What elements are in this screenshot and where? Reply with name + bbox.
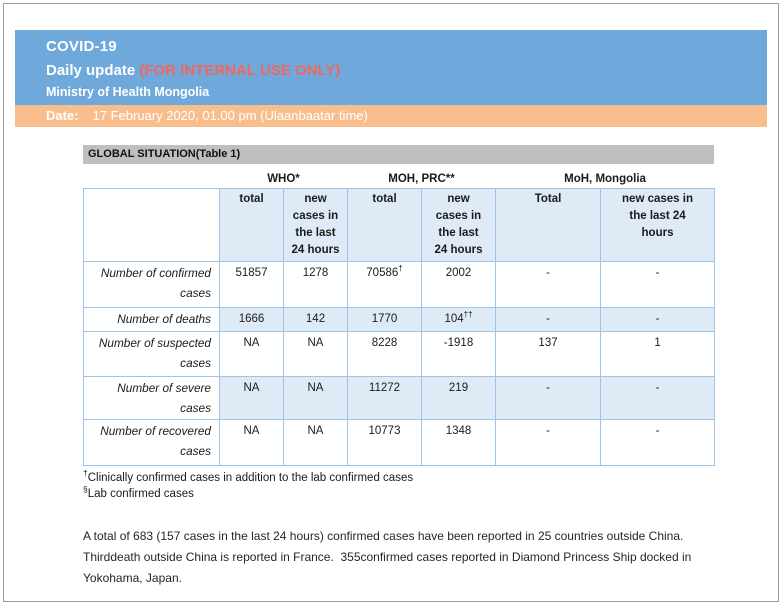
table-cell: 1770 xyxy=(347,307,422,332)
footnote-section: §Lab confirmed cases xyxy=(83,484,714,502)
table-cell: 2002 xyxy=(420,261,497,308)
footnote-mark: § xyxy=(83,484,88,495)
row-label: Number of confirmed cases xyxy=(83,261,220,308)
table-cell: 1 xyxy=(600,331,716,377)
table-cell: NA xyxy=(219,331,284,377)
corner-blank xyxy=(83,171,220,189)
footnote-text: Lab confirmed cases xyxy=(87,488,194,500)
table-cell: - xyxy=(600,261,716,308)
group-header-moh-prc: MOH, PRC** xyxy=(347,171,496,189)
col-header: new cases in the last 24 hours xyxy=(600,188,716,262)
table-cell: NA xyxy=(283,419,348,466)
superscript-mark: †† xyxy=(463,310,473,320)
table-cell: 11272 xyxy=(347,376,422,420)
document-body: GLOBAL SITUATION(Table 1) WHO* MOH, PRC*… xyxy=(83,145,716,589)
table-row: Number of severe cases NA NA 11272 219- - xyxy=(83,376,716,420)
col-header: new cases in the last 24 hours xyxy=(283,188,348,262)
section-title: GLOBAL SITUATION(Table 1) xyxy=(83,145,714,164)
doc-subtitle: Daily update (FOR INTERNAL USE ONLY) xyxy=(46,59,767,83)
date-label: Date: xyxy=(46,108,79,123)
group-header-row: WHO* MOH, PRC** MoH, Mongolia xyxy=(83,171,715,189)
table-row: Number of recovered cases NA NA 10773 1348- - xyxy=(83,419,716,466)
row-label: Number of deaths xyxy=(83,307,220,332)
header-banner: COVID-19 Daily update (FOR INTERNAL USE … xyxy=(15,30,767,105)
table-cell: -1918 xyxy=(420,331,497,377)
sub-header-row: total new cases in the last 24 hours tot… xyxy=(83,188,716,262)
table-row: Number of deaths 1666 142 1770 104†† - - xyxy=(83,307,716,332)
date-banner: Date: 17 February 2020, 01.00 pm (Ulaanba… xyxy=(15,105,767,127)
table-cell: - xyxy=(495,261,602,308)
table-cell: NA xyxy=(283,331,348,377)
table-cell: 104†† xyxy=(420,307,497,332)
table-cell: 1278 xyxy=(283,261,348,308)
corner-cell xyxy=(83,188,220,262)
table-cell: 137 xyxy=(495,331,602,377)
col-header: new cases in the last 24 hours xyxy=(420,188,497,262)
date-value: 17 February 2020, 01.00 pm (Ulaanbaatar … xyxy=(92,108,368,123)
footnote-dagger: †Clinically confirmed cases in addition … xyxy=(83,468,714,486)
group-header-who: WHO* xyxy=(219,171,348,189)
table-cell: NA xyxy=(283,376,348,420)
table-cell: NA xyxy=(219,376,284,420)
footnotes: †Clinically confirmed cases in addition … xyxy=(83,468,714,502)
col-header: Total xyxy=(495,188,602,262)
footnote-mark: † xyxy=(83,468,88,479)
table-cell: - xyxy=(600,376,716,420)
col-header: total xyxy=(219,188,284,262)
global-situation-table: WHO* MOH, PRC** MoH, Mongolia total new … xyxy=(83,171,716,466)
table-cell: 51857 xyxy=(219,261,284,308)
row-label: Number of suspected cases xyxy=(83,331,220,377)
superscript-mark: † xyxy=(398,264,403,274)
table-cell: 1666 xyxy=(219,307,284,332)
table-cell: - xyxy=(600,419,716,466)
table-cell: 8228 xyxy=(347,331,422,377)
org-name: Ministry of Health Mongolia xyxy=(46,85,210,99)
group-header-moh-mongolia: MoH, Mongolia xyxy=(495,171,715,189)
table-cell: 142 xyxy=(283,307,348,332)
document-page: COVID-19 Daily update (FOR INTERNAL USE … xyxy=(3,3,779,602)
table-cell: NA xyxy=(219,419,284,466)
internal-use-note: (FOR INTERNAL USE ONLY) xyxy=(139,62,341,79)
table-cell: 10773 xyxy=(347,419,422,466)
table-cell: 70586† xyxy=(347,261,422,308)
table-cell: - xyxy=(495,419,602,466)
table-cell: - xyxy=(600,307,716,332)
subtitle-text: Daily update xyxy=(46,62,140,79)
col-header: total xyxy=(347,188,422,262)
summary-paragraph: A total of 683 (157 cases in the last 24… xyxy=(83,529,695,585)
row-label: Number of severe cases xyxy=(83,376,220,420)
table-cell: 219 xyxy=(420,376,497,420)
table-row: Number of confirmed cases 51857 1278 70586†… xyxy=(83,261,716,308)
doc-title: COVID-19 xyxy=(46,38,117,55)
table-cell: - xyxy=(495,307,602,332)
footnote-text: Clinically confirmed cases in addition t… xyxy=(87,472,414,484)
table-cell: - xyxy=(495,376,602,420)
table-row: Number of suspected cases NA NA 8228 -1918 13… xyxy=(83,331,716,377)
row-label: Number of recovered cases xyxy=(83,419,220,466)
table-cell: 1348 xyxy=(420,419,497,466)
